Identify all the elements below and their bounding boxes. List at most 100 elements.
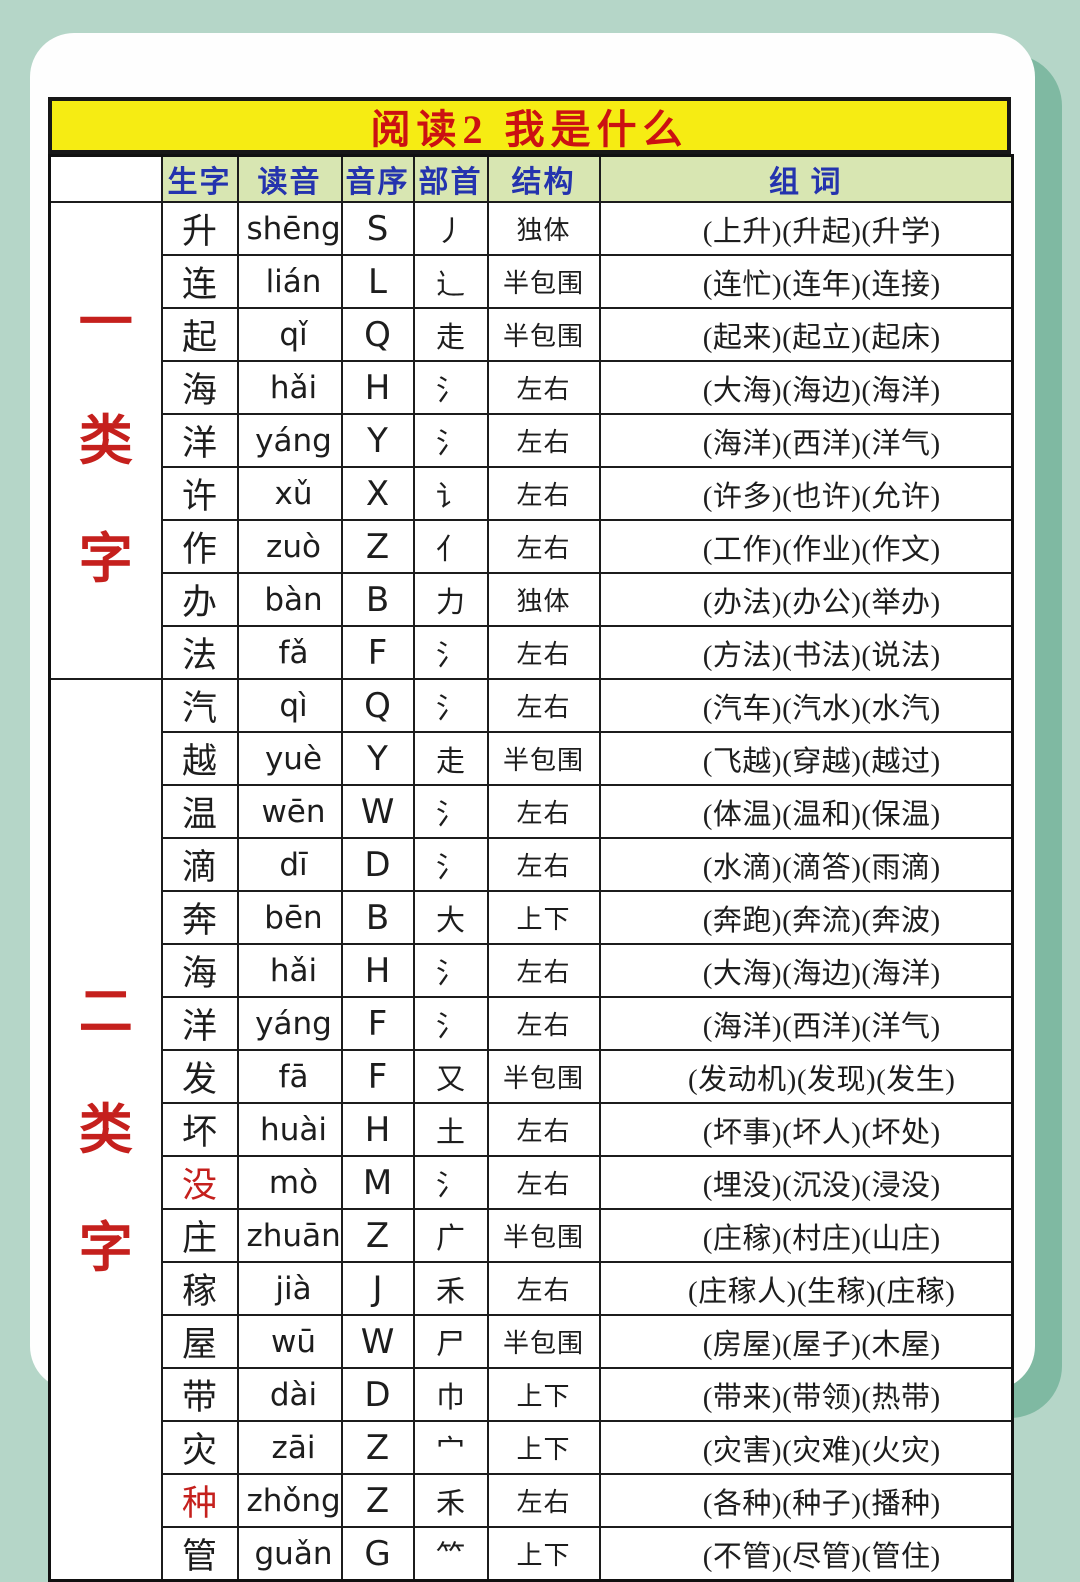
structure-cell: 左右 bbox=[486, 943, 601, 998]
table-row: 连 lián L 辶半包围 (连忙)(连年)(连接) bbox=[50, 254, 1014, 309]
char-cell: 许 bbox=[160, 466, 239, 521]
structure-cell: 左右 bbox=[486, 519, 601, 574]
words-cell: (体温)(温和)(保温) bbox=[598, 784, 1014, 839]
table-row: 一类字升 shēng S 丿独体 (上升)(升起)(升学) bbox=[48, 201, 1014, 680]
pinyin-cell: hǎi bbox=[236, 943, 343, 998]
pinyin-cell: bēn bbox=[236, 890, 343, 945]
pinyin-cell: zhǒng bbox=[236, 1473, 343, 1528]
initial-cell: W bbox=[340, 1314, 415, 1369]
words-cell: (房屋)(屋子)(木屋) bbox=[598, 1314, 1014, 1369]
char-cell: 坏 bbox=[160, 1102, 239, 1157]
header-words: 组 词 bbox=[598, 154, 1014, 203]
radical-cell: 氵 bbox=[412, 413, 489, 468]
char-cell: 法 bbox=[160, 625, 239, 680]
radical-cell: 又 bbox=[412, 1049, 489, 1104]
radical-cell: 讠 bbox=[412, 466, 489, 521]
initial-cell: D bbox=[340, 1367, 415, 1422]
words-cell: (连忙)(连年)(连接) bbox=[598, 254, 1014, 309]
words-cell: (方法)(书法)(说法) bbox=[598, 625, 1014, 680]
structure-cell: 左右 bbox=[486, 466, 601, 521]
structure-cell: 上下 bbox=[486, 890, 601, 945]
char-cell: 屋 bbox=[160, 1314, 239, 1369]
pinyin-cell: dài bbox=[236, 1367, 343, 1422]
header-radical: 部首 bbox=[412, 154, 489, 203]
radical-cell: 巾 bbox=[412, 1367, 489, 1422]
initial-cell: B bbox=[340, 572, 415, 627]
pinyin-cell: hǎi bbox=[236, 360, 343, 415]
table-row: 屋 wū W 尸半包围 (房屋)(屋子)(木屋) bbox=[50, 1314, 1014, 1369]
initial-cell: Q bbox=[340, 678, 415, 733]
pinyin-cell: bàn bbox=[236, 572, 343, 627]
radical-cell: 氵 bbox=[412, 784, 489, 839]
radical-cell: 禾 bbox=[412, 1261, 489, 1316]
words-cell: (许多)(也许)(允许) bbox=[598, 466, 1014, 521]
char-cell: 越 bbox=[160, 731, 239, 786]
structure-cell: 左右 bbox=[486, 625, 601, 680]
table-row: 庄zhuāngZ广半包围(庄稼)(村庄)(山庄) bbox=[50, 1208, 1014, 1263]
pinyin-cell: zuò bbox=[236, 519, 343, 574]
words-cell: (上升)(升起)(升学) bbox=[598, 201, 1014, 256]
table-row: 作 zuò Z 亻左右 (工作)(作业)(作文) bbox=[50, 519, 1014, 574]
table-row: 法 fǎ F 氵左右 (方法)(书法)(说法) bbox=[50, 625, 1014, 680]
radical-cell: 土 bbox=[412, 1102, 489, 1157]
pinyin-cell: zhuāng bbox=[236, 1208, 343, 1263]
pinyin-cell: jià bbox=[236, 1261, 343, 1316]
radical-cell: 氵 bbox=[412, 996, 489, 1051]
initial-cell: Y bbox=[340, 731, 415, 786]
initial-cell: H bbox=[340, 360, 415, 415]
initial-cell: X bbox=[340, 466, 415, 521]
initial-cell: H bbox=[340, 943, 415, 998]
radical-cell: 走 bbox=[412, 307, 489, 362]
table-row: 带 dài D 巾上下 (带来)(带领)(热带) bbox=[50, 1367, 1014, 1422]
words-cell: (带来)(带领)(热带) bbox=[598, 1367, 1014, 1422]
radical-cell: 走 bbox=[412, 731, 489, 786]
vocab-table: 生字 读音 音序 部首 结构 组 词 一类字升 shēng S 丿独体 (上升)(升起)… bbox=[48, 154, 1014, 1582]
structure-cell: 左右 bbox=[486, 1102, 601, 1157]
structure-cell: 左右 bbox=[486, 678, 601, 733]
radical-cell: 力 bbox=[412, 572, 489, 627]
initial-cell: B bbox=[340, 890, 415, 945]
header-structure: 结构 bbox=[486, 154, 601, 203]
char-cell: 温 bbox=[160, 784, 239, 839]
worksheet-page: { "page": { "title": "阅读2 我是什么", "colors… bbox=[30, 33, 1062, 1582]
pinyin-cell: yáng bbox=[236, 413, 343, 468]
category-char: 字 bbox=[78, 1217, 133, 1278]
initial-cell: Q bbox=[340, 307, 415, 362]
initial-cell: L bbox=[340, 254, 415, 309]
category-label-1: 一类字 bbox=[48, 201, 163, 680]
structure-cell: 半包围 bbox=[486, 307, 601, 362]
char-cell: 稼 bbox=[160, 1261, 239, 1316]
radical-cell: 广 bbox=[412, 1208, 489, 1263]
table-row: 办 bàn B 力独体 (办法)(办公)(举办) bbox=[50, 572, 1014, 627]
structure-cell: 独体 bbox=[486, 572, 601, 627]
table-row: 起 qǐ Q 走半包围 (起来)(起立)(起床) bbox=[50, 307, 1014, 362]
pinyin-cell: fā bbox=[236, 1049, 343, 1104]
words-cell: (庄稼)(村庄)(山庄) bbox=[598, 1208, 1014, 1263]
char-cell: 作 bbox=[160, 519, 239, 574]
table-row: 许 xǔ X 讠左右 (许多)(也许)(允许) bbox=[50, 466, 1014, 521]
table-row: 温 wēn W 氵左右 (体温)(温和)(保温) bbox=[50, 784, 1014, 839]
radical-cell: 氵 bbox=[412, 678, 489, 733]
structure-cell: 左右 bbox=[486, 837, 601, 892]
words-cell: (发动机)(发现)(发生) bbox=[598, 1049, 1014, 1104]
initial-cell: D bbox=[340, 837, 415, 892]
words-cell: (埋没)(沉没)(浸没) bbox=[598, 1155, 1014, 1210]
pinyin-cell: wū bbox=[236, 1314, 343, 1369]
initial-cell: G bbox=[340, 1526, 415, 1582]
words-cell: (灾害)(灾难)(火灾) bbox=[598, 1420, 1014, 1475]
char-cell: 灾 bbox=[160, 1420, 239, 1475]
category-label-2: 二类字 bbox=[48, 678, 163, 1582]
words-cell: (汽车)(汽水)(水汽) bbox=[598, 678, 1014, 733]
initial-cell: Y bbox=[340, 413, 415, 468]
char-cell: 洋 bbox=[160, 996, 239, 1051]
char-cell: 滴 bbox=[160, 837, 239, 892]
initial-cell: Z bbox=[340, 1420, 415, 1475]
pinyin-cell: huài bbox=[236, 1102, 343, 1157]
char-cell: 连 bbox=[160, 254, 239, 309]
pinyin-cell: qǐ bbox=[236, 307, 343, 362]
table-row: 管 guǎn G ⺮上下 (不管)(尽管)(管住) bbox=[50, 1526, 1014, 1582]
char-cell: 庄 bbox=[160, 1208, 239, 1263]
char-cell: 种 bbox=[160, 1473, 239, 1528]
radical-cell: 禾 bbox=[412, 1473, 489, 1528]
char-cell: 洋 bbox=[160, 413, 239, 468]
